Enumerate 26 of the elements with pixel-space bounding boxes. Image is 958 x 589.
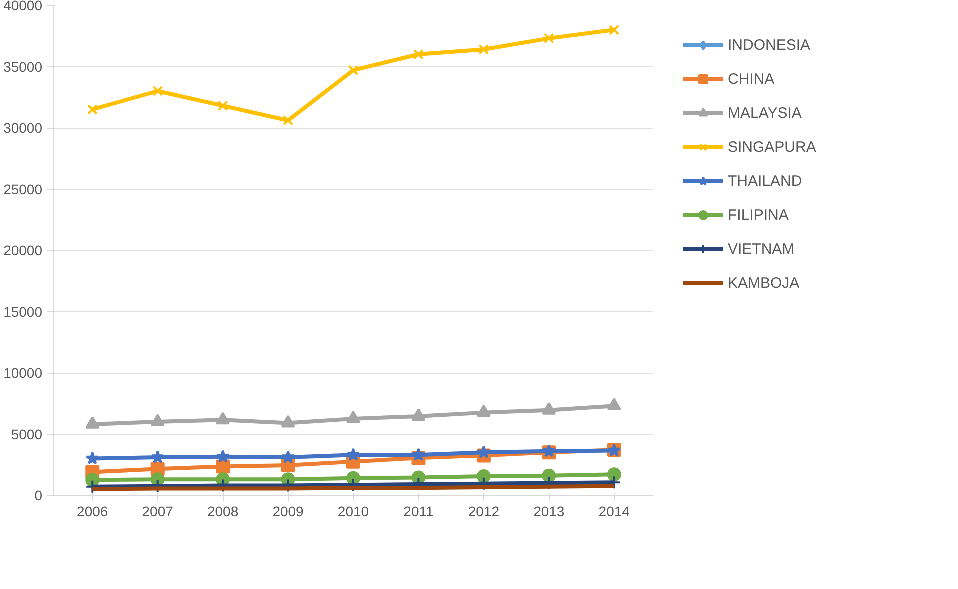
legend-label: SINGAPURA xyxy=(728,138,816,156)
x-tick-label: 2006 xyxy=(77,504,108,520)
legend-label: THAILAND xyxy=(728,172,802,190)
y-tick-label: 40000 xyxy=(4,0,43,14)
y-tick-label: 5000 xyxy=(11,426,43,442)
legend-label: KAMBOJA xyxy=(728,274,800,292)
y-tick-label: 35000 xyxy=(4,58,43,75)
x-tick-label: 2007 xyxy=(142,504,174,520)
legend-label: VIETNAM xyxy=(728,240,795,258)
x-tick-label: 2012 xyxy=(468,504,500,520)
x-tick-label: 2010 xyxy=(338,504,370,520)
y-tick-label: 0 xyxy=(34,488,43,504)
x-tick-label: 2009 xyxy=(272,504,304,520)
x-tick-label: 2013 xyxy=(534,504,565,520)
legend-label: MALAYSIA xyxy=(728,104,802,122)
y-tick-label: 10000 xyxy=(4,365,43,381)
y-tick-label: 25000 xyxy=(4,181,43,198)
x-tick-label: 2014 xyxy=(598,504,630,520)
x-tick-label: 2008 xyxy=(207,504,239,520)
legend-label: CHINA xyxy=(728,70,775,88)
y-tick-label: 15000 xyxy=(4,304,43,320)
legend-label: INDONESIA xyxy=(728,36,811,54)
y-tick-label: 30000 xyxy=(4,120,43,136)
legend-label: FILIPINA xyxy=(728,206,789,224)
y-tick-label: 20000 xyxy=(4,242,43,258)
x-tick-label: 2011 xyxy=(404,504,434,520)
